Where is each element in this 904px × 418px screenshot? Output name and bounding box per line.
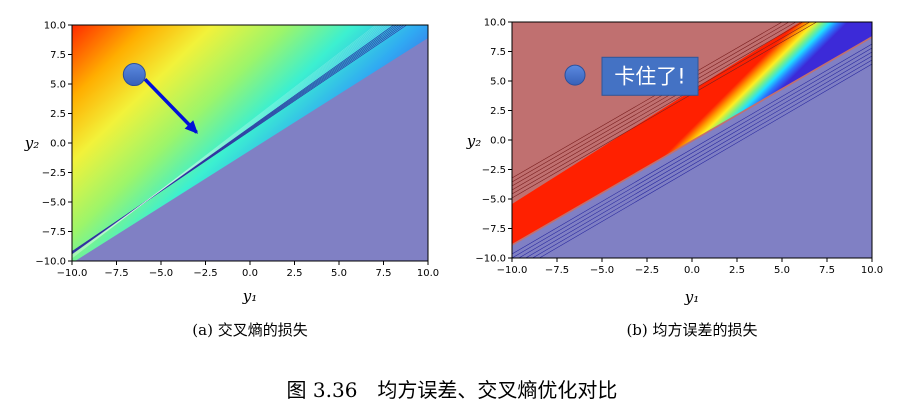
y-tick-label: −10.0 xyxy=(35,257,66,268)
y-tick-label: 10.0 xyxy=(484,18,506,29)
contour-line xyxy=(72,25,386,257)
y-tick-label: −7.5 xyxy=(482,224,506,235)
y-tick-label: −2.5 xyxy=(482,165,506,176)
x-tick-label: −5.0 xyxy=(590,265,614,276)
plot-area-a xyxy=(72,25,428,261)
y-tick-label: 7.5 xyxy=(50,50,66,61)
y-axis-label-b: y₂ xyxy=(466,132,482,150)
subtitle-b: (b) 均方误差的损失 xyxy=(626,321,757,339)
x-tick-label: 10.0 xyxy=(417,268,439,279)
y-tick-label: 0.0 xyxy=(490,136,506,147)
figure-caption: 图 3.36 均方误差、交叉熵优化对比 xyxy=(287,378,618,402)
flat-region-a xyxy=(75,38,428,261)
contour-line xyxy=(525,55,872,258)
callout-box xyxy=(601,56,699,96)
x-tick-label: 2.5 xyxy=(287,268,303,279)
gradient-arrow-shaft xyxy=(143,78,198,134)
contour-line xyxy=(538,63,872,258)
overlay-b: 卡住了! xyxy=(564,56,699,96)
y-tick-label: 2.5 xyxy=(490,106,506,117)
panel-a: −10.0 −7.5 −5.0 −2.5 0.0 2.5 5.0 7.5 10.0 10.0 7.5… xyxy=(24,21,439,340)
x-tick-label: 5.0 xyxy=(774,265,790,276)
ball-marker xyxy=(122,63,146,87)
x-tick-label: −10.0 xyxy=(57,268,88,279)
y-tick-label: −5.0 xyxy=(482,195,506,206)
ticks-b: −10.0 −7.5 −5.0 −2.5 0.0 2.5 5.0 7.5 10.0 10.0 7.5… xyxy=(475,18,883,277)
subtitle-a: (a) 交叉熵的损失 xyxy=(192,321,307,339)
y-tick-label: 10.0 xyxy=(44,21,66,32)
x-tick-label: 5.0 xyxy=(331,268,347,279)
y-tick-label: 5.0 xyxy=(50,80,66,91)
x-tick-label: 0.0 xyxy=(684,265,700,276)
rainbow-band-b xyxy=(512,22,872,244)
y-tick-label: 5.0 xyxy=(490,77,506,88)
contour-line xyxy=(518,51,872,258)
y-tick-label: 7.5 xyxy=(490,47,506,58)
y-tick-label: −2.5 xyxy=(42,168,66,179)
x-tick-label: −7.5 xyxy=(545,265,569,276)
x-tick-label: 7.5 xyxy=(376,268,392,279)
y-axis-label-a: y₂ xyxy=(24,134,40,152)
overlay-a xyxy=(122,63,198,134)
contour-line xyxy=(72,25,377,259)
contour-line xyxy=(531,59,872,258)
contours-a xyxy=(72,25,408,259)
ball-marker xyxy=(564,64,586,86)
x-tick-label: 2.5 xyxy=(729,265,745,276)
x-axis-label-a: y₁ xyxy=(242,287,258,305)
contour-line xyxy=(72,25,381,258)
ticks-a: −10.0 −7.5 −5.0 −2.5 0.0 2.5 5.0 7.5 10.0 10.0 7.5… xyxy=(35,21,439,280)
x-tick-label: −5.0 xyxy=(149,268,173,279)
callout-text: 卡住了! xyxy=(614,64,685,88)
y-tick-label: −5.0 xyxy=(42,198,66,209)
contour-line xyxy=(512,43,872,255)
contour-line xyxy=(72,25,393,255)
panel-b: −10.0 −7.5 −5.0 −2.5 0.0 2.5 5.0 7.5 10.0 10.0 7.5… xyxy=(466,18,883,340)
flat-region-b xyxy=(512,38,872,258)
plot-area-b xyxy=(512,22,872,258)
contour-line xyxy=(72,25,388,256)
contour-line xyxy=(72,25,395,255)
x-tick-label: −10.0 xyxy=(497,265,528,276)
contour-line xyxy=(72,25,390,256)
x-tick-label: 0.0 xyxy=(242,268,258,279)
contour-line xyxy=(72,25,379,258)
x-tick-label: 10.0 xyxy=(861,265,883,276)
x-axis-label-b: y₁ xyxy=(684,288,700,306)
gradient-arrow-head xyxy=(184,120,198,134)
y-tick-label: 0.0 xyxy=(50,139,66,150)
x-tick-label: 7.5 xyxy=(819,265,835,276)
y-tick-label: −10.0 xyxy=(475,254,506,265)
contour-line xyxy=(512,47,872,258)
x-tick-label: −2.5 xyxy=(635,265,659,276)
x-tick-label: −7.5 xyxy=(104,268,128,279)
y-tick-label: 2.5 xyxy=(50,109,66,120)
y-tick-label: −7.5 xyxy=(42,227,66,238)
x-tick-label: −2.5 xyxy=(193,268,217,279)
